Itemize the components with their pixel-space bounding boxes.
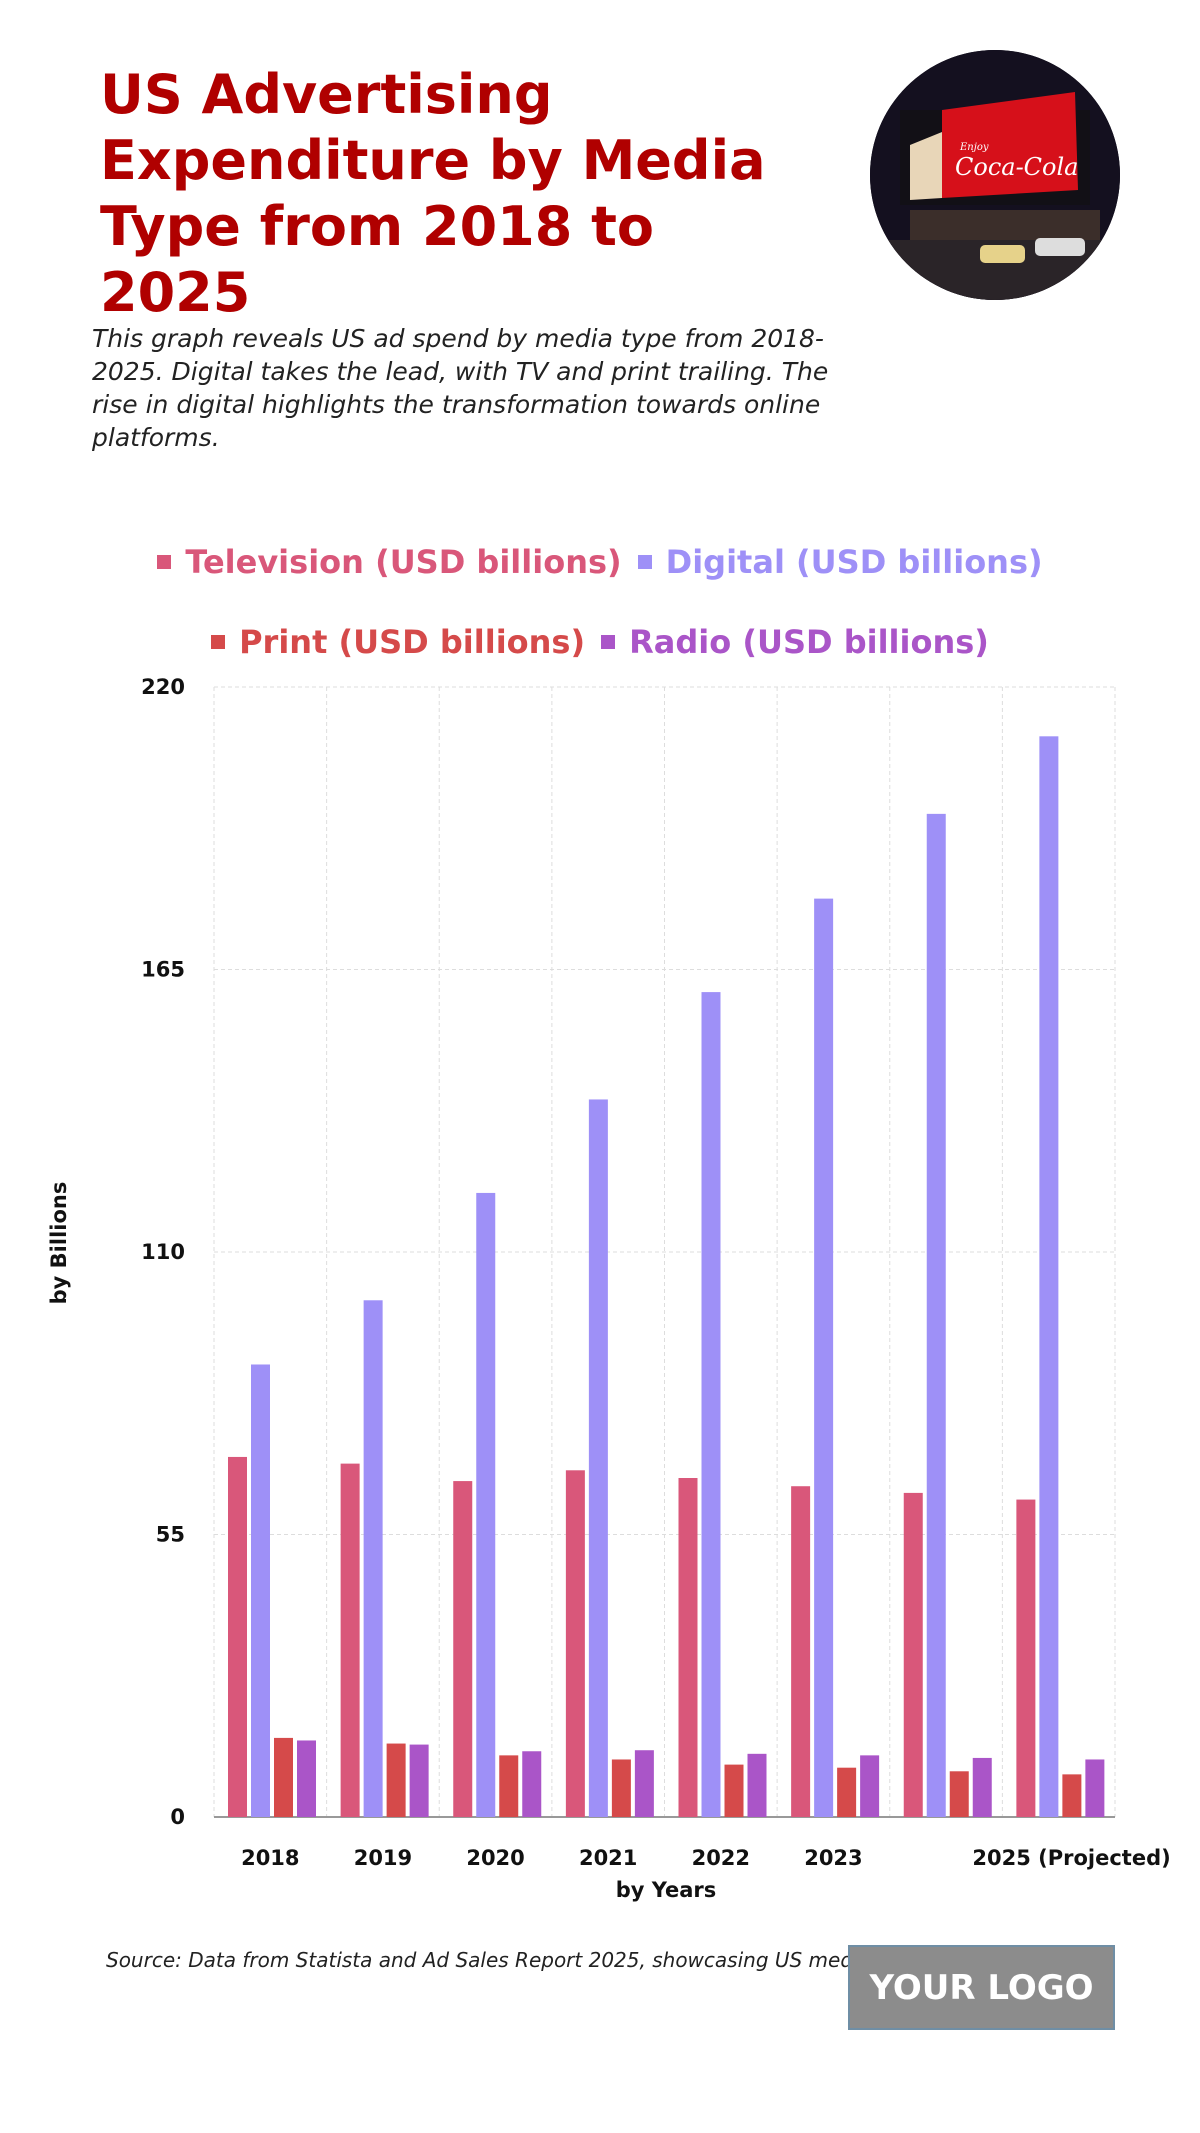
y-tick-label: 55 xyxy=(156,1523,185,1547)
bar-television-2020[interactable] xyxy=(453,1481,473,1817)
bar-chart: 0 55 110 165 220 2018 2019 2020 2021 2022 2023 202… xyxy=(47,675,1171,1902)
legend-swatch xyxy=(637,555,652,569)
x-ticks: 2018 2019 2020 2021 2022 2023 2025 (Projected) xyxy=(241,1846,1171,1870)
y-ticks: 0 55 110 165 220 xyxy=(141,675,185,1829)
bar-digital-2025 (Projected)[interactable] xyxy=(1039,736,1059,1817)
legend-label: Radio (USD billions) xyxy=(629,623,989,661)
y-tick-label: 110 xyxy=(141,1240,185,1264)
bar-radio-2019[interactable] xyxy=(409,1744,429,1817)
bar-radio-2023[interactable] xyxy=(860,1755,880,1817)
x-tick-label: 2020 xyxy=(466,1846,524,1870)
bar-print-hidden[interactable] xyxy=(949,1771,969,1817)
bar-radio-2018[interactable] xyxy=(297,1740,316,1817)
bar-television-hidden[interactable] xyxy=(903,1492,923,1817)
y-axis-label: by Billions xyxy=(47,1182,71,1305)
bar-print-2022[interactable] xyxy=(724,1764,744,1817)
bar-radio-2022[interactable] xyxy=(747,1753,767,1817)
bar-television-2018[interactable] xyxy=(228,1456,247,1817)
bar-radio-2021[interactable] xyxy=(634,1750,654,1817)
bar-digital-2022[interactable] xyxy=(701,992,721,1817)
bar-print-2023[interactable] xyxy=(837,1767,857,1817)
bar-radio-2020[interactable] xyxy=(522,1751,542,1817)
legend-swatch xyxy=(601,635,616,649)
svg-text:Enjoy: Enjoy xyxy=(959,142,989,153)
legend-television[interactable]: Television (USD billions) xyxy=(157,543,622,581)
bar-print-2019[interactable] xyxy=(386,1743,406,1817)
legend-swatch xyxy=(157,555,172,569)
page-title: US Advertising Expenditure by Media Type… xyxy=(100,63,766,324)
legend-row-1: Television (USD billions) Digital (USD b… xyxy=(0,543,1200,581)
legend-row-2: Print (USD billions) Radio (USD billions… xyxy=(0,623,1200,661)
svg-text:Coca-Cola: Coca-Cola xyxy=(955,153,1078,181)
chart-description: This graph reveals US ad spend by media … xyxy=(92,324,829,452)
bar-print-2020[interactable] xyxy=(499,1755,519,1817)
legend-print[interactable]: Print (USD billions) xyxy=(211,623,585,661)
y-tick-label: 165 xyxy=(141,958,185,982)
legend-label: Television (USD billions) xyxy=(185,543,622,581)
x-tick-label: 2022 xyxy=(692,1846,750,1870)
x-tick-label: 2021 xyxy=(579,1846,637,1870)
x-tick-label: 2019 xyxy=(354,1846,412,1870)
legend-swatch xyxy=(211,635,226,649)
bar-print-2018[interactable] xyxy=(274,1737,293,1817)
bar-digital-2018[interactable] xyxy=(251,1364,270,1817)
bar-print-2021[interactable] xyxy=(611,1759,631,1817)
coca-cola-billboard-photo: Enjoy Coca-Cola xyxy=(870,50,1120,300)
legend-label: Digital (USD billions) xyxy=(665,543,1043,581)
legend-digital[interactable]: Digital (USD billions) xyxy=(637,543,1043,581)
y-tick-label: 0 xyxy=(170,1805,185,1829)
bar-radio-2025 (Projected)[interactable] xyxy=(1085,1759,1105,1817)
x-axis-label: by Years xyxy=(616,1878,717,1902)
bar-television-2025 (Projected)[interactable] xyxy=(1016,1499,1036,1817)
x-tick-label: 2018 xyxy=(241,1846,299,1870)
bar-digital-2021[interactable] xyxy=(588,1099,608,1817)
x-tick-label: 2023 xyxy=(804,1846,862,1870)
bar-television-2019[interactable] xyxy=(340,1463,360,1817)
logo-placeholder: YOUR LOGO xyxy=(848,1945,1115,2030)
bar-television-2023[interactable] xyxy=(791,1486,811,1817)
x-tick-label: 2025 (Projected) xyxy=(972,1846,1170,1870)
bar-radio-hidden[interactable] xyxy=(972,1757,992,1817)
y-tick-label: 220 xyxy=(141,675,185,699)
bar-digital-2023[interactable] xyxy=(814,898,834,1817)
bar-digital-2020[interactable] xyxy=(476,1192,496,1817)
bar-print-2025 (Projected)[interactable] xyxy=(1062,1774,1082,1817)
bars xyxy=(228,736,1105,1817)
bar-digital-2019[interactable] xyxy=(363,1300,383,1817)
legend-radio[interactable]: Radio (USD billions) xyxy=(601,623,989,661)
bar-television-2021[interactable] xyxy=(565,1470,585,1817)
bar-digital-hidden[interactable] xyxy=(926,813,946,1817)
legend-label: Print (USD billions) xyxy=(239,623,586,661)
grid xyxy=(213,686,1116,1818)
bar-television-2022[interactable] xyxy=(678,1478,698,1817)
